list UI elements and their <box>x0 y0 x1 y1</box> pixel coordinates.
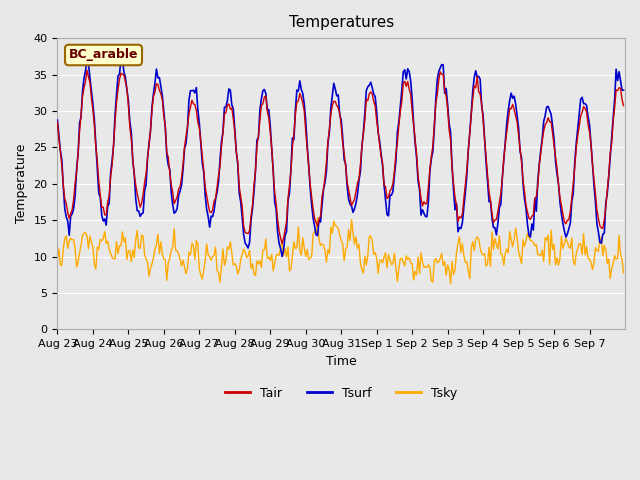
Title: Temperatures: Temperatures <box>289 15 394 30</box>
X-axis label: Time: Time <box>326 355 356 368</box>
Text: BC_arable: BC_arable <box>68 48 138 61</box>
Legend: Tair, Tsurf, Tsky: Tair, Tsurf, Tsky <box>220 382 463 405</box>
Y-axis label: Temperature: Temperature <box>15 144 28 223</box>
